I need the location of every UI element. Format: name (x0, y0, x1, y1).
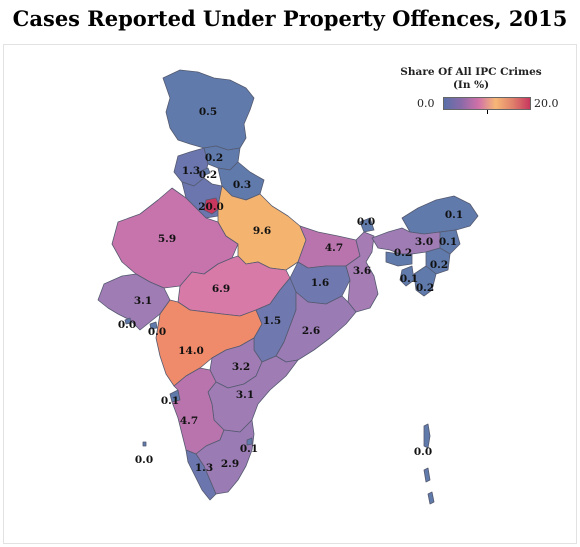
legend-max-label: 20.0 (534, 97, 559, 110)
legend-title-line2: (In %) (452, 79, 490, 91)
label-assam: 3.0 (415, 236, 433, 248)
label-tripura: 0.1 (400, 273, 418, 285)
label-himachal: 0.2 (205, 152, 223, 164)
region-chandigarh[interactable] (202, 167, 211, 176)
region-tripura[interactable] (399, 265, 415, 287)
region-daman-diu[interactable] (124, 317, 132, 325)
region-tamil-nadu[interactable] (195, 419, 255, 495)
label-sikkim: 0.0 (357, 216, 375, 228)
label-kerala: 1.3 (195, 462, 213, 474)
legend-marker (487, 110, 488, 114)
region-jammu-kashmir[interactable] (162, 69, 255, 151)
label-bihar: 4.7 (325, 242, 343, 254)
legend-title: Share Of All IPC Crimes (In %) (400, 66, 542, 92)
label-maharashtra: 14.0 (178, 345, 204, 357)
page-title: Cases Reported Under Property Offences, … (12, 6, 568, 31)
region-sikkim[interactable] (359, 217, 375, 233)
label-nagaland: 0.1 (439, 236, 457, 248)
map-frame (3, 44, 577, 544)
label-gujarat: 3.1 (134, 295, 152, 307)
label-chandigarh: 0.2 (199, 169, 217, 181)
legend-color-scale (443, 97, 531, 110)
label-jammu-kashmir: 0.5 (199, 106, 217, 118)
label-goa: 0.1 (161, 395, 179, 407)
label-uttarakhand: 0.3 (233, 179, 251, 191)
region-nagaland[interactable] (439, 229, 461, 255)
region-delhi[interactable] (203, 197, 221, 215)
label-manipur: 0.2 (430, 259, 448, 271)
label-daman-diu: 0.0 (118, 319, 136, 331)
region-lakshadweep[interactable] (142, 441, 147, 447)
label-karnataka: 4.7 (180, 415, 198, 427)
label-madhya-pradesh: 6.9 (212, 283, 230, 295)
label-puducherry: 0.1 (240, 443, 258, 455)
label-dadra-nagar-haveli: 0.0 (148, 326, 166, 338)
label-odisha: 2.6 (302, 325, 320, 337)
region-andaman-nicobar-south[interactable] (423, 467, 431, 483)
label-andhra-pradesh: 3.1 (236, 389, 254, 401)
label-andaman-nicobar: 0.0 (414, 446, 432, 458)
label-telangana: 3.2 (232, 361, 250, 373)
legend-title-line1: Share Of All IPC Crimes (400, 66, 542, 78)
region-gujarat[interactable] (97, 273, 171, 331)
label-west-bengal: 3.6 (353, 265, 371, 277)
legend-min-label: 0.0 (417, 97, 435, 110)
label-meghalaya: 0.2 (394, 247, 412, 259)
region-dadra-nagar-haveli[interactable] (149, 321, 158, 330)
region-mizoram[interactable] (413, 265, 437, 297)
region-andaman-nicobar[interactable] (423, 423, 431, 449)
label-punjab: 1.3 (182, 165, 200, 177)
label-tamil-nadu: 2.9 (221, 458, 239, 470)
region-meghalaya[interactable] (385, 251, 413, 267)
label-uttar-pradesh: 9.6 (253, 225, 271, 237)
region-andaman-nicobar-islet[interactable] (427, 491, 435, 505)
label-arunachal-pradesh: 0.1 (445, 209, 463, 221)
label-mizoram: 0.2 (416, 282, 434, 294)
label-chhattisgarh: 1.5 (263, 315, 281, 327)
region-odisha[interactable] (275, 291, 357, 363)
label-jharkhand: 1.6 (311, 277, 329, 289)
region-puducherry[interactable] (246, 437, 253, 446)
region-arunachal-pradesh[interactable] (401, 195, 479, 235)
label-delhi: 20.0 (198, 201, 224, 213)
label-lakshadweep: 0.0 (135, 454, 153, 466)
label-rajasthan: 5.9 (158, 233, 176, 245)
